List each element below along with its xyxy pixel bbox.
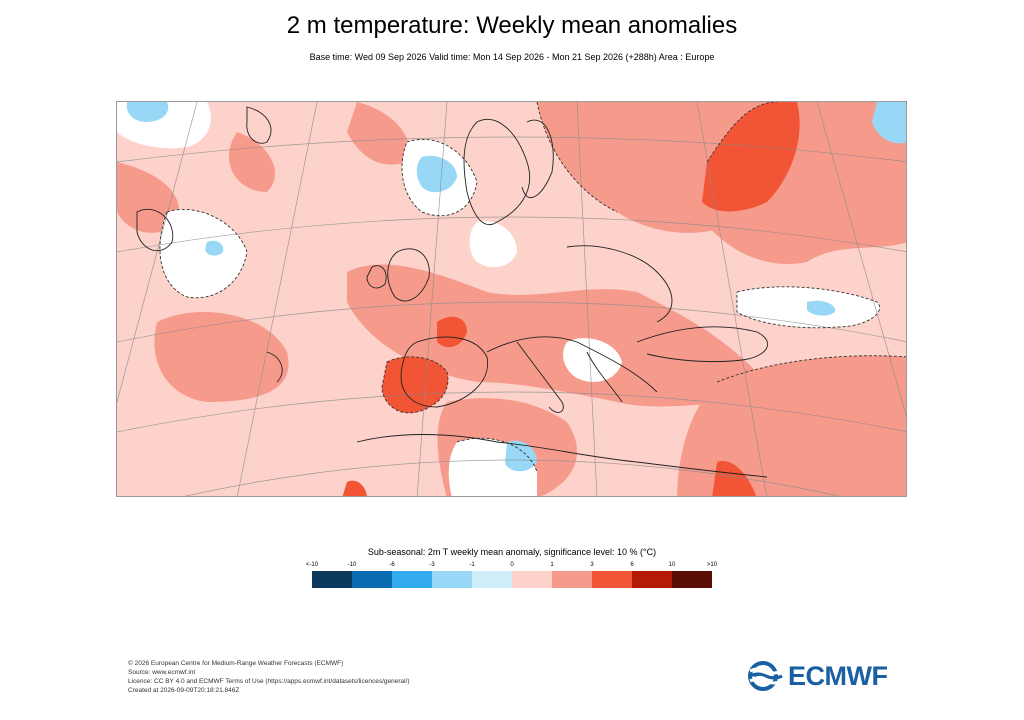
- legend-swatch: [432, 571, 472, 588]
- legend-colorbar: [312, 571, 712, 588]
- legend-tick-label: 1: [550, 562, 554, 568]
- legend-tick-label: -6: [389, 562, 395, 568]
- legend-tick-label: 10: [668, 562, 676, 568]
- legend-tick-labels: <-10 -10 -6 -3 -1 0 1 3 6 10 >10: [306, 562, 717, 572]
- licence-line: Licence: CC BY 4.0 and ECMWF Terms of Us…: [128, 678, 410, 685]
- coastlines: [136, 106, 769, 478]
- ecmwf-emblem-icon: [748, 661, 783, 691]
- significance-contours: [159, 102, 906, 473]
- footer-credits: © 2026 European Centre for Medium-Range …: [128, 659, 410, 695]
- anomaly-3-6-regions: [342, 102, 800, 496]
- legend-tick-label: -1: [469, 562, 475, 568]
- legend-swatch: [312, 571, 352, 588]
- legend-swatch: [352, 571, 392, 588]
- source-line: Source: www.ecmwf.int: [128, 669, 196, 676]
- legend-swatch: [552, 571, 592, 588]
- legend-swatch: [472, 571, 512, 588]
- anomaly-1-3-regions: [117, 102, 906, 496]
- legend-swatch: [632, 571, 672, 588]
- legend-tick-label: 0: [510, 562, 514, 568]
- legend-tick-label: >10: [706, 562, 718, 568]
- legend-tick-label: <-10: [305, 562, 319, 568]
- legend-swatch: [592, 571, 632, 588]
- legend-tick-label: 3: [590, 562, 594, 568]
- anomaly-map: [116, 101, 907, 497]
- chart-title: 2 m temperature: Weekly mean anomalies: [286, 12, 738, 39]
- legend-title: Sub-seasonal: 2m T weekly mean anomaly, …: [367, 547, 657, 557]
- anomaly-neg-3-1-regions: [126, 102, 906, 472]
- ecmwf-logo: ECMWF: [748, 660, 898, 692]
- copyright-line: © 2026 European Centre for Medium-Range …: [128, 660, 344, 667]
- legend-tick-label: -3: [429, 562, 435, 568]
- created-line: Created at 2026-09-09T20:18:21.846Z: [128, 687, 240, 694]
- logo-text: ECMWF: [788, 660, 888, 691]
- map-canvas: [117, 102, 906, 496]
- chart-subtitle: Base time: Wed 09 Sep 2026 Valid time: M…: [309, 52, 715, 62]
- legend-tick-label: 6: [630, 562, 634, 568]
- legend-tick-label: -10: [347, 562, 357, 568]
- legend-swatch: [512, 571, 552, 588]
- legend-swatch: [392, 571, 432, 588]
- legend-swatch: [672, 571, 712, 588]
- graticule: [117, 102, 906, 496]
